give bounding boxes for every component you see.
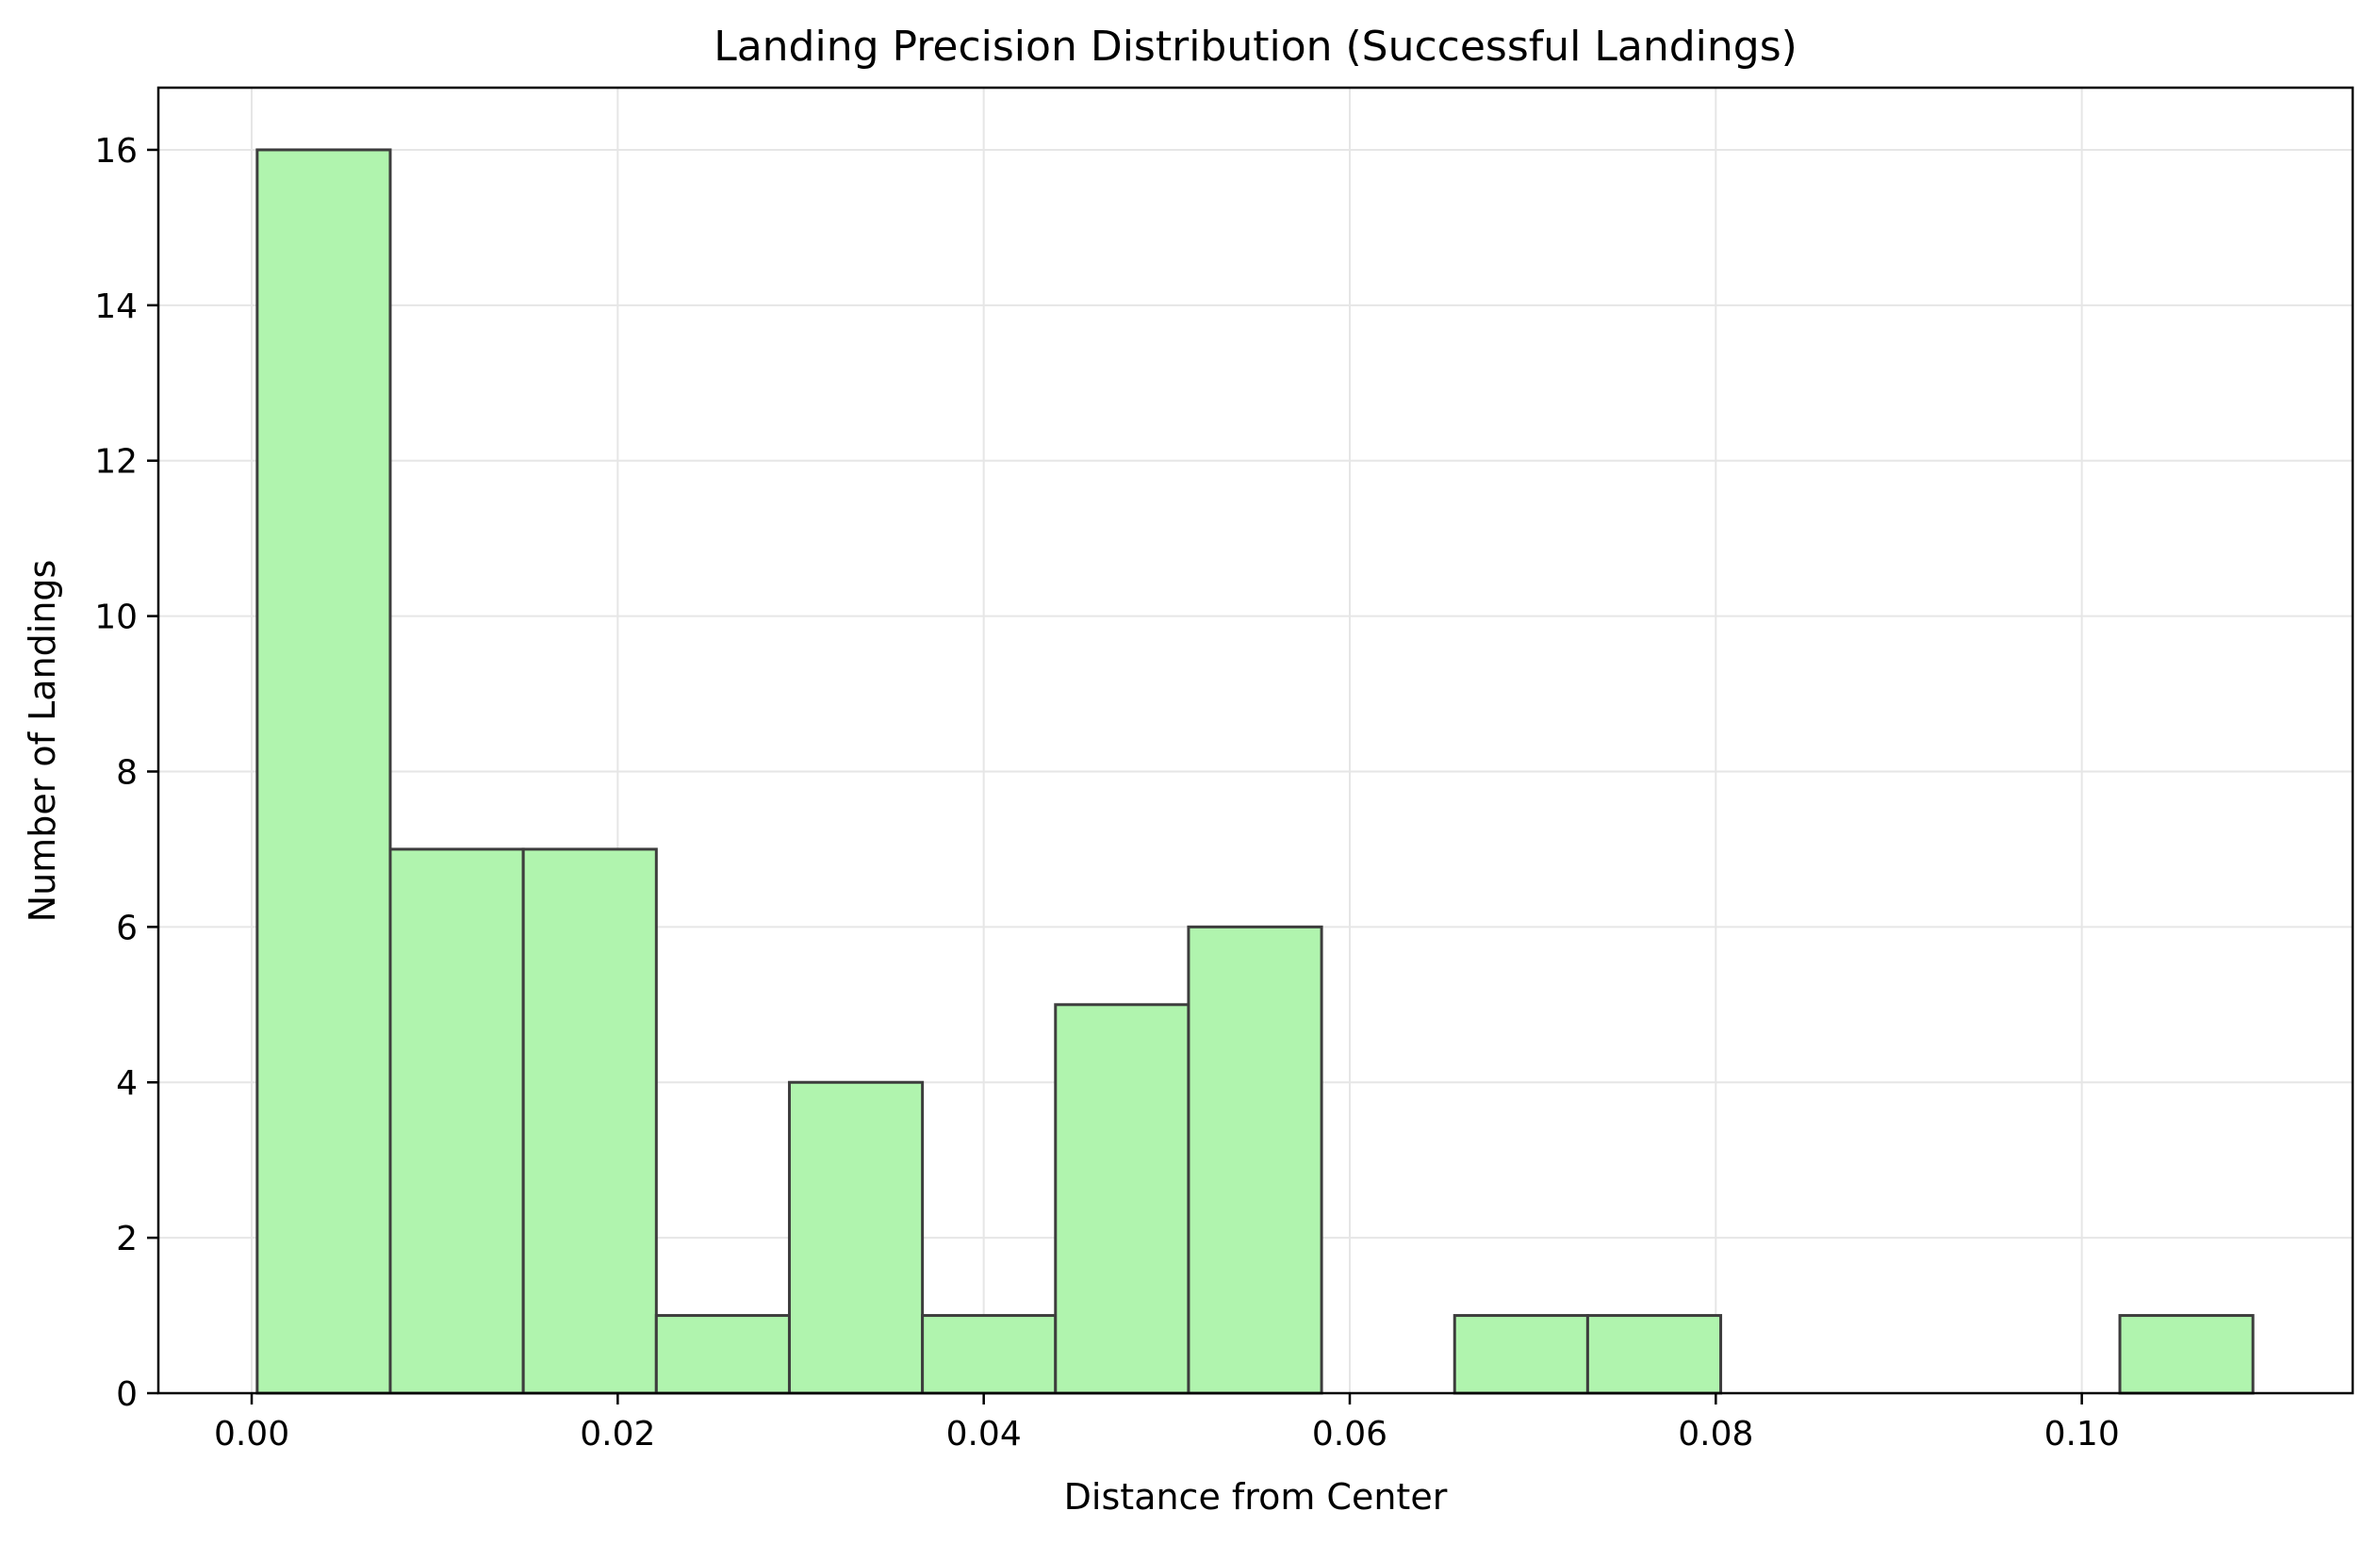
y-tick-label: 6: [116, 909, 138, 947]
y-tick-label: 2: [116, 1220, 138, 1258]
ticks-layer: 0.00 0.02 0.04 0.06 0.08 0.10 0 2 4 6 8 10 12 14 16: [94, 132, 2120, 1454]
y-tick-label: 10: [94, 599, 138, 637]
plot-area-frame: [156, 86, 2355, 1395]
y-tick-label: 4: [116, 1064, 138, 1103]
y-tick-label: 0: [116, 1375, 138, 1414]
x-tick-label: 0.00: [214, 1415, 289, 1454]
y-tick-label: 12: [94, 443, 138, 482]
histogram-bar: [255, 148, 392, 1395]
histogram-bar: [2118, 1314, 2255, 1395]
x-tick-label: 0.04: [946, 1415, 1022, 1454]
x-tick-label: 0.02: [580, 1415, 655, 1454]
y-tick-label: 8: [116, 753, 138, 792]
x-tick-label: 0.10: [2044, 1415, 2120, 1454]
histogram-bar: [654, 1314, 791, 1395]
histogram-bar: [388, 847, 525, 1395]
grid-layer: [158, 88, 2353, 1394]
histogram-bar: [1453, 1314, 1589, 1395]
y-tick-label: 16: [94, 132, 138, 171]
y-tick-label: 14: [94, 287, 138, 326]
histogram-bar: [1585, 1314, 1723, 1395]
x-axis-label: Distance from Center: [1064, 1476, 1448, 1518]
y-axis-label: Number of Landings: [22, 560, 63, 923]
x-tick-label: 0.08: [1678, 1415, 1753, 1454]
chart-title: Landing Precision Distribution (Successf…: [714, 23, 1797, 71]
histogram-bar: [521, 847, 658, 1395]
histogram-bar: [1054, 1003, 1190, 1395]
x-tick-label: 0.06: [1312, 1415, 1387, 1454]
histogram-bar: [921, 1314, 1058, 1395]
histogram-bar: [787, 1080, 925, 1395]
bars-layer: [255, 148, 2255, 1395]
histogram-bar: [1187, 925, 1323, 1395]
